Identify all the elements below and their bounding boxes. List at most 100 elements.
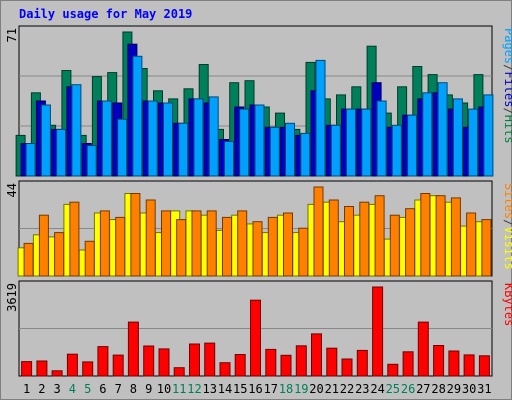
bar-pages-day-10 <box>163 102 173 177</box>
x-tick-label: 22 <box>340 382 354 396</box>
legend-entry: / <box>502 107 512 114</box>
bar-kbytes-day-10 <box>158 348 170 377</box>
series-pages <box>25 55 494 177</box>
bar-sites-day-19 <box>298 227 309 277</box>
legend: Pages/Files/Hits <box>502 28 512 144</box>
bar-kbytes-day-24 <box>372 286 384 377</box>
x-tick-label: 12 <box>187 382 201 396</box>
legend: Sites/Visits <box>502 183 512 270</box>
bar-kbytes-day-15 <box>234 354 246 377</box>
bar-sites-day-8 <box>130 193 141 277</box>
legend-entry: Sites <box>502 183 512 219</box>
x-tick-label: 9 <box>145 382 152 396</box>
x-tick-label: 17 <box>264 382 278 396</box>
bar-kbytes-day-23 <box>356 349 368 377</box>
bar-pages-day-11 <box>178 122 189 177</box>
x-tick-label: 31 <box>477 382 491 396</box>
bar-kbytes-day-22 <box>341 358 353 377</box>
bar-sites-day-30 <box>466 212 477 277</box>
bar-pages-day-30 <box>468 108 479 177</box>
bar-kbytes-day-30 <box>463 354 475 377</box>
bar-pages-day-8 <box>132 55 143 177</box>
panel-kbytes: 3619 KBytes <box>5 280 512 377</box>
x-tick-label: 23 <box>355 382 369 396</box>
bar-sites-day-28 <box>435 195 446 277</box>
bar-pages-day-6 <box>101 100 112 177</box>
bar-sites-day-14 <box>222 216 232 277</box>
bar-pages-day-14 <box>224 141 234 177</box>
x-tick-label: 27 <box>416 382 430 396</box>
panel-visits-sites: 44 Sites/Visits <box>5 180 512 277</box>
x-tick-label: 21 <box>325 382 339 396</box>
x-tick-label: 1 <box>23 382 30 396</box>
bar-pages-day-7 <box>117 118 128 177</box>
bar-pages-day-2 <box>40 104 51 177</box>
bar-pages-day-23 <box>361 108 372 177</box>
bar-kbytes-day-3 <box>51 370 63 377</box>
bar-kbytes-day-17 <box>265 348 277 377</box>
bar-pages-day-21 <box>330 124 341 177</box>
legend-entry: Visits <box>502 226 512 269</box>
bar-sites-day-21 <box>328 199 339 277</box>
bar-sites-day-27 <box>420 193 431 277</box>
bar-pages-day-3 <box>56 128 67 177</box>
bar-sites-day-17 <box>267 216 278 277</box>
x-tick-label: 7 <box>115 382 122 396</box>
x-tick-label: 15 <box>233 382 247 396</box>
bar-pages-day-19 <box>300 132 311 177</box>
bar-sites-day-9 <box>145 199 156 277</box>
bar-kbytes-day-2 <box>36 360 48 377</box>
bar-kbytes-day-28 <box>433 345 445 377</box>
bar-kbytes-day-16 <box>250 299 261 377</box>
series-sites <box>23 186 492 277</box>
legend-entry: / <box>502 219 512 226</box>
bar-pages-day-17 <box>269 126 280 177</box>
bar-kbytes-day-12 <box>189 343 200 377</box>
bar-sites-day-10 <box>161 210 171 277</box>
x-tick-label: 26 <box>401 382 415 396</box>
bar-kbytes-day-27 <box>417 321 429 377</box>
bar-sites-day-6 <box>99 210 110 277</box>
bar-sites-day-25 <box>389 214 400 277</box>
bar-sites-day-7 <box>115 216 126 277</box>
bar-kbytes-day-26 <box>402 351 414 377</box>
bar-kbytes-day-20 <box>311 333 322 377</box>
legend-entry: / <box>502 64 512 71</box>
legend-entry: Files <box>502 71 512 107</box>
bar-kbytes-day-14 <box>219 362 231 377</box>
x-tick-label: 11 <box>172 382 186 396</box>
x-tick-label: 24 <box>370 382 384 396</box>
legend-entry: KBytes <box>502 283 512 326</box>
bar-pages-day-26 <box>407 114 418 177</box>
bar-sites-day-4 <box>69 201 80 277</box>
x-tick-label: 19 <box>294 382 308 396</box>
y-max-label: 71 <box>5 28 19 42</box>
bar-pages-day-20 <box>315 59 326 177</box>
x-tick-label: 4 <box>69 382 76 396</box>
bar-kbytes-day-18 <box>280 354 292 377</box>
bar-sites-day-24 <box>374 195 385 277</box>
x-tick-label: 2 <box>38 382 45 396</box>
bar-pages-day-12 <box>193 98 204 177</box>
x-tick-label: 28 <box>431 382 445 396</box>
bar-sites-day-11 <box>176 219 187 277</box>
bar-sites-day-20 <box>313 186 324 277</box>
bar-kbytes-day-11 <box>173 367 185 377</box>
bar-pages-day-15 <box>239 108 250 177</box>
x-tick-label: 5 <box>84 382 91 396</box>
bar-kbytes-day-7 <box>112 354 124 377</box>
bar-kbytes-day-13 <box>204 342 216 377</box>
bar-kbytes-day-21 <box>326 347 338 377</box>
bar-kbytes-day-25 <box>387 363 399 377</box>
bar-pages-day-31 <box>483 94 494 177</box>
y-max-label: 44 <box>5 183 19 197</box>
x-tick-label: 3 <box>53 382 60 396</box>
x-axis-ticks: 1 2 3 4 5 6 7 8 9 10 11 12 13 14 15 16 17 18 19 20 21 22 23 24 2… <box>23 382 492 396</box>
x-tick-label: 30 <box>462 382 476 396</box>
bar-sites-day-2 <box>38 214 49 277</box>
series-visits <box>17 193 486 277</box>
x-tick-label: 16 <box>248 382 262 396</box>
bar-sites-day-29 <box>450 197 461 277</box>
x-tick-label: 25 <box>386 382 400 396</box>
